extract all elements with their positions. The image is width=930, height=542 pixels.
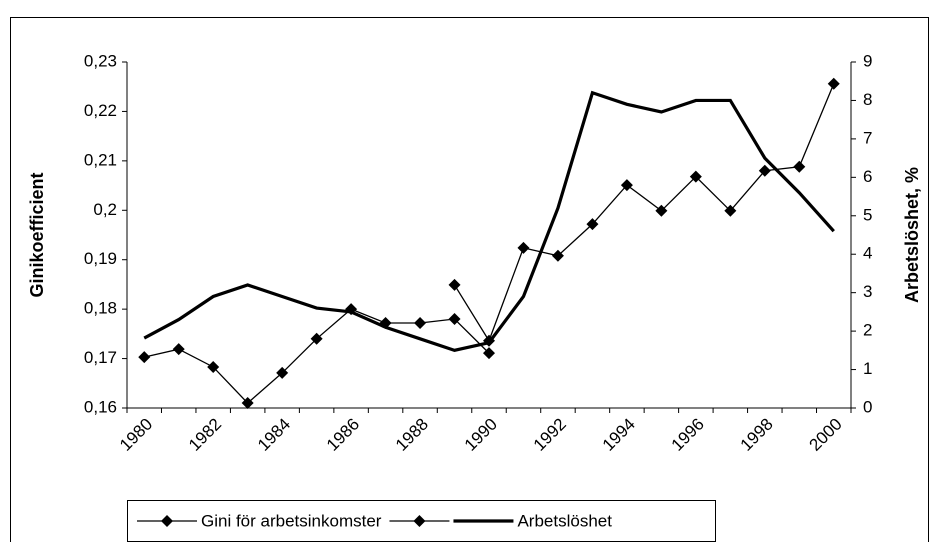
legend-marker [161,515,173,527]
data-point [414,316,427,329]
data-point [310,332,323,345]
data-point [276,366,289,379]
data-point [138,351,151,364]
data-point [241,397,254,410]
y2-axis-title: Arbetslöshet, % [902,167,922,303]
data-point [724,204,737,217]
y-axis-title: Ginikoefficient [27,172,47,297]
data-point [620,179,633,192]
y2-tick-label: 4 [863,244,872,263]
data-point [551,249,564,262]
y2-tick-label: 0 [863,397,872,416]
y2-tick-label: 9 [863,51,872,70]
y-tick-label: 0,17 [84,348,117,367]
chart-frame [10,17,929,542]
y-tick-label: 0,2 [93,200,117,219]
y2-tick-label: 8 [863,90,872,109]
data-point [827,77,840,90]
data-point [172,343,185,356]
y2-tick-label: 6 [863,167,872,186]
series-line [453,83,835,343]
y2-tick-label: 1 [863,359,872,378]
data-point [586,218,599,231]
data-point [689,170,702,183]
legend-label: Gini för arbetsinkomster [201,511,382,530]
legend-marker [413,515,426,527]
data-point [448,278,461,291]
data-point [517,241,530,254]
data-point [655,204,668,217]
data-point [483,347,495,360]
y-tick-label: 0,21 [84,150,117,169]
data-point [448,313,461,326]
legend-label: Arbetslöshet [517,511,612,530]
y-tick-label: 0,19 [84,249,117,268]
y-tick-label: 0,23 [84,51,117,70]
y2-tick-label: 3 [863,282,872,301]
data-point [793,160,806,173]
y-tick-label: 0,22 [84,101,117,120]
y-tick-label: 0,18 [84,299,117,318]
y-tick-label: 0,16 [84,397,117,416]
data-point [207,360,220,373]
y2-tick-label: 2 [863,321,872,340]
y2-tick-label: 7 [863,128,872,147]
series-line [143,90,835,352]
data-point [758,164,771,177]
y2-tick-label: 5 [863,205,872,224]
